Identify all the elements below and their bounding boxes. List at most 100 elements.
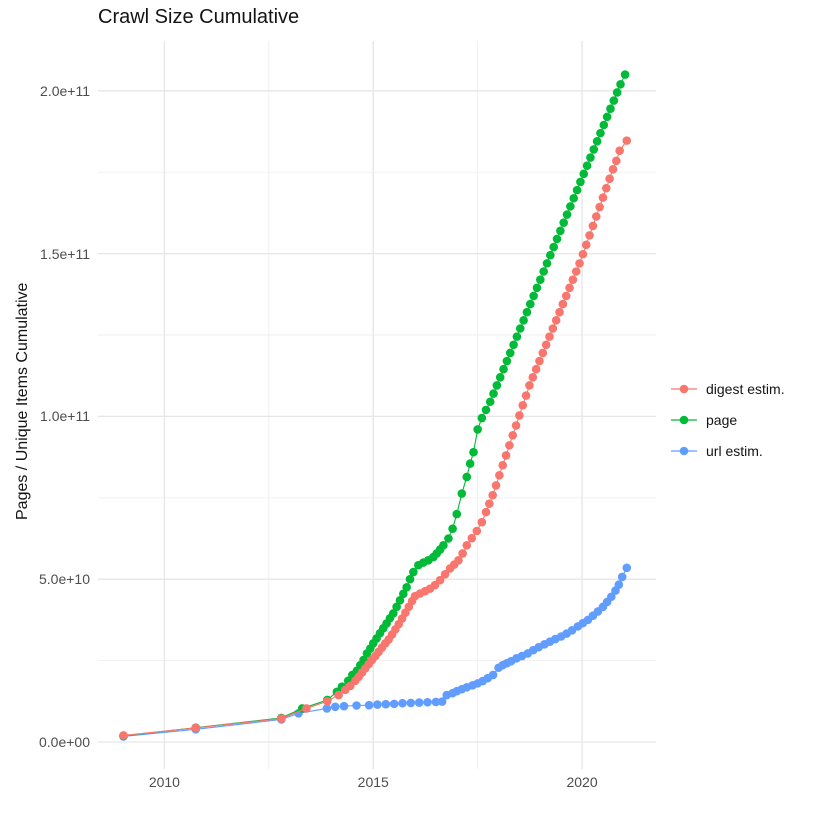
- y-tick-label: 1.5e+11: [40, 245, 90, 262]
- data-point-page: [620, 70, 630, 79]
- data-point-digest-estim: [605, 174, 614, 184]
- data-point-digest-estim: [511, 421, 521, 430]
- data-point-page: [566, 202, 575, 211]
- data-point-page: [559, 218, 568, 227]
- data-point-digest-estim: [467, 533, 477, 543]
- x-tick-label: 2020: [566, 774, 598, 790]
- data-point-digest-estim: [585, 231, 594, 240]
- legend: digest estim. page url estim.: [670, 373, 785, 466]
- data-point-page: [525, 299, 535, 309]
- data-point-page: [569, 193, 579, 203]
- data-point-digest-estim: [191, 723, 201, 733]
- data-point-digest-estim: [498, 460, 508, 470]
- data-point-page: [572, 185, 582, 195]
- data-point-digest-estim: [571, 267, 581, 276]
- data-point-digest-estim: [454, 556, 463, 565]
- data-point-page: [532, 283, 542, 293]
- data-point-digest-estim: [462, 541, 472, 550]
- data-point-digest-estim: [598, 193, 608, 202]
- data-point-digest-estim: [472, 526, 482, 536]
- data-point-digest-estim: [521, 391, 531, 400]
- data-point-url-estim: [364, 700, 374, 710]
- data-point-url-estim: [398, 698, 407, 708]
- x-tick-label: 2015: [357, 774, 389, 790]
- data-point-page: [579, 169, 589, 179]
- data-point-digest-estim: [581, 240, 591, 250]
- data-point-page: [576, 177, 585, 187]
- data-point-digest-estim: [481, 507, 491, 517]
- legend-key-page: [671, 415, 697, 424]
- data-point-page: [505, 348, 515, 358]
- data-point-digest-estim: [608, 164, 618, 174]
- legend-label-page: page: [706, 411, 738, 428]
- data-point-url-estim: [622, 563, 632, 573]
- data-point-digest-estim: [595, 202, 604, 212]
- data-point-page: [609, 96, 619, 105]
- legend-key-url-estim: [671, 446, 697, 455]
- data-point-digest-estim: [555, 307, 564, 317]
- data-point-page: [542, 259, 552, 268]
- data-point-page: [439, 541, 448, 550]
- data-point-digest-estim: [601, 183, 611, 193]
- data-point-page: [499, 364, 508, 374]
- data-point-page: [556, 226, 565, 236]
- data-point-url-estim: [488, 670, 498, 680]
- data-point-digest-estim: [578, 249, 588, 259]
- data-point-digest-estim: [322, 696, 332, 706]
- data-point-digest-estim: [551, 316, 561, 325]
- data-point-url-estim: [406, 698, 416, 708]
- data-point-digest-estim: [477, 517, 487, 527]
- data-point-digest-estim: [488, 490, 497, 500]
- data-point-digest-estim: [545, 332, 554, 341]
- data-point-page: [444, 534, 453, 543]
- y-tick-label: 1.0e+11: [40, 408, 90, 425]
- legend-item-page: page: [670, 404, 785, 435]
- data-point-digest-estim: [561, 291, 571, 301]
- data-point-url-estim: [352, 701, 361, 710]
- data-point-page: [388, 609, 398, 618]
- data-point-digest-estim: [501, 451, 511, 460]
- data-point-url-estim: [339, 701, 349, 711]
- data-point-url-estim: [617, 572, 627, 582]
- data-point-page: [552, 234, 562, 244]
- data-point-page: [481, 405, 491, 415]
- data-point-url-estim: [381, 699, 391, 709]
- data-point-digest-estim: [505, 441, 514, 450]
- data-point-digest-estim: [535, 356, 544, 366]
- data-point-digest-estim: [440, 570, 450, 579]
- data-point-page: [519, 316, 528, 325]
- data-point-page: [477, 413, 487, 423]
- data-point-digest-estim: [435, 575, 445, 585]
- data-point-page: [546, 250, 555, 260]
- data-point-page: [592, 136, 602, 146]
- data-point-digest-estim: [515, 411, 524, 420]
- data-point-page: [586, 153, 595, 162]
- data-point-digest-estim: [615, 146, 624, 156]
- data-point-page: [473, 425, 482, 434]
- data-point-page: [495, 373, 505, 382]
- data-point-digest-estim: [525, 381, 534, 390]
- data-point-url-estim: [607, 592, 616, 602]
- data-point-page: [502, 356, 512, 366]
- data-point-digest-estim: [458, 549, 467, 558]
- legend-label-digest-estim: digest estim.: [706, 380, 785, 397]
- data-point-page: [589, 145, 599, 154]
- data-point-digest-estim: [495, 471, 504, 480]
- data-point-url-estim: [614, 580, 624, 590]
- data-point-digest-estim: [491, 481, 501, 490]
- data-point-page: [448, 524, 457, 534]
- data-point-page: [402, 583, 411, 592]
- legend-key-digest-estim: [671, 384, 697, 393]
- data-point-digest-estim: [588, 221, 598, 231]
- data-point-url-estim: [389, 699, 399, 709]
- data-point-digest-estim: [575, 259, 584, 268]
- data-point-url-estim: [423, 697, 432, 707]
- data-point-digest-estim: [518, 401, 528, 410]
- data-point-page: [582, 161, 592, 170]
- data-point-digest-estim: [541, 340, 551, 350]
- data-point-page: [536, 275, 545, 284]
- data-point-page: [612, 88, 622, 97]
- data-point-url-estim: [414, 698, 424, 707]
